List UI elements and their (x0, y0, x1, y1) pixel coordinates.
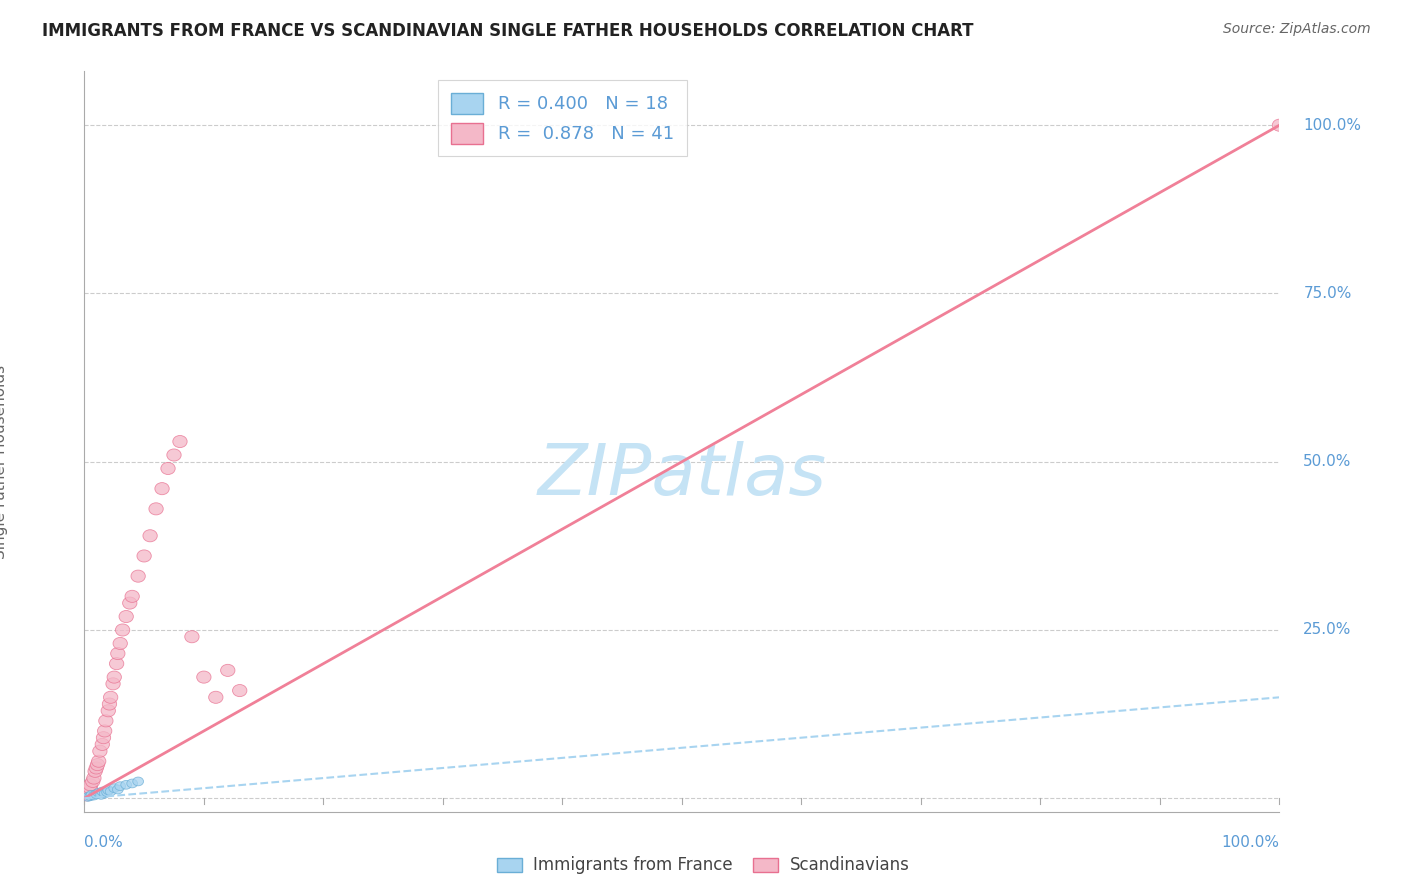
Ellipse shape (98, 714, 112, 727)
Ellipse shape (89, 765, 103, 778)
Ellipse shape (100, 789, 110, 798)
Ellipse shape (90, 758, 104, 771)
Text: ZIPatlas: ZIPatlas (537, 441, 827, 509)
Ellipse shape (83, 779, 97, 791)
Ellipse shape (127, 779, 138, 788)
Ellipse shape (96, 739, 110, 750)
Ellipse shape (167, 449, 181, 461)
Ellipse shape (131, 570, 145, 582)
Ellipse shape (91, 756, 105, 767)
Ellipse shape (93, 789, 104, 797)
Ellipse shape (121, 780, 132, 789)
Ellipse shape (143, 530, 157, 541)
Ellipse shape (89, 791, 100, 800)
Ellipse shape (80, 789, 94, 801)
Ellipse shape (184, 631, 200, 643)
Text: 0.0%: 0.0% (84, 835, 124, 850)
Ellipse shape (83, 792, 93, 801)
Ellipse shape (1272, 120, 1286, 131)
Text: 100.0%: 100.0% (1222, 835, 1279, 850)
Ellipse shape (155, 483, 169, 495)
Ellipse shape (208, 691, 224, 704)
Ellipse shape (160, 462, 176, 475)
Ellipse shape (112, 785, 124, 794)
Text: 100.0%: 100.0% (1303, 118, 1361, 133)
Ellipse shape (110, 657, 124, 670)
Ellipse shape (89, 762, 104, 774)
Text: 25.0%: 25.0% (1303, 623, 1351, 638)
Ellipse shape (107, 671, 121, 683)
Ellipse shape (108, 784, 120, 792)
Ellipse shape (93, 745, 107, 757)
Ellipse shape (197, 671, 211, 683)
Ellipse shape (104, 691, 118, 704)
Ellipse shape (97, 725, 112, 737)
Text: 50.0%: 50.0% (1303, 454, 1351, 469)
Ellipse shape (101, 705, 115, 717)
Ellipse shape (86, 775, 100, 788)
Ellipse shape (232, 684, 247, 697)
Legend: Immigrants from France, Scandinavians: Immigrants from France, Scandinavians (489, 848, 917, 880)
Ellipse shape (132, 777, 143, 786)
Text: Single Father Households: Single Father Households (0, 365, 8, 558)
Ellipse shape (115, 624, 129, 636)
Ellipse shape (96, 731, 111, 744)
Ellipse shape (125, 591, 139, 602)
Ellipse shape (111, 648, 125, 659)
Ellipse shape (91, 789, 101, 798)
Ellipse shape (173, 435, 187, 448)
Ellipse shape (136, 549, 152, 562)
Text: IMMIGRANTS FROM FRANCE VS SCANDINAVIAN SINGLE FATHER HOUSEHOLDS CORRELATION CHAR: IMMIGRANTS FROM FRANCE VS SCANDINAVIAN S… (42, 22, 974, 40)
Ellipse shape (83, 782, 97, 794)
Ellipse shape (101, 788, 112, 797)
Ellipse shape (96, 790, 107, 799)
Ellipse shape (103, 698, 117, 710)
Ellipse shape (97, 787, 108, 796)
Ellipse shape (80, 786, 96, 797)
Text: 75.0%: 75.0% (1303, 286, 1351, 301)
Text: Source: ZipAtlas.com: Source: ZipAtlas.com (1223, 22, 1371, 37)
Ellipse shape (122, 597, 136, 609)
Ellipse shape (105, 678, 121, 690)
Ellipse shape (112, 638, 128, 649)
Ellipse shape (221, 665, 235, 676)
Legend: R = 0.400   N = 18, R =  0.878   N = 41: R = 0.400 N = 18, R = 0.878 N = 41 (439, 80, 686, 156)
Ellipse shape (87, 772, 101, 784)
Ellipse shape (115, 781, 125, 790)
Ellipse shape (149, 503, 163, 515)
Ellipse shape (105, 787, 117, 796)
Ellipse shape (84, 792, 96, 801)
Ellipse shape (86, 790, 97, 799)
Ellipse shape (120, 610, 134, 623)
Ellipse shape (103, 786, 114, 795)
